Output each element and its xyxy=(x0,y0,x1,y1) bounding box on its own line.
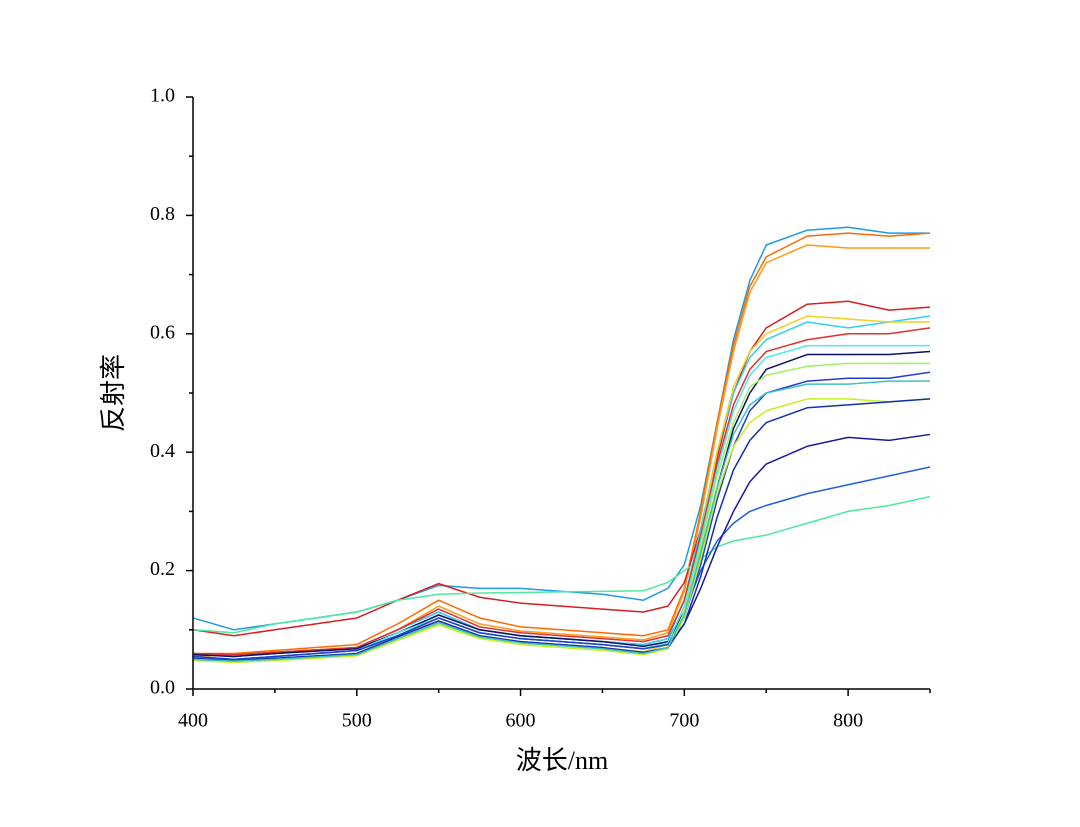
x-tick-label: 500 xyxy=(342,710,372,732)
x-tick-label: 600 xyxy=(506,710,536,732)
series-line xyxy=(192,495,931,634)
series-line xyxy=(192,327,931,656)
y-tick-label: 0.6 xyxy=(150,321,175,343)
y-tick-label: 0.4 xyxy=(150,440,175,462)
series-line xyxy=(192,300,931,637)
x-tick-label: 700 xyxy=(669,710,699,732)
series-line xyxy=(192,380,930,662)
y-tick-label: 0.8 xyxy=(150,203,175,225)
y-axis-title: 反射率 xyxy=(99,354,128,432)
series-line xyxy=(192,244,930,658)
series-line xyxy=(192,350,931,658)
series-line xyxy=(192,371,931,661)
x-axis-title: 波长/nm xyxy=(516,746,608,775)
y-tick-label: 1.0 xyxy=(150,85,175,107)
series-line xyxy=(193,232,931,655)
series-line xyxy=(192,315,930,662)
series-line xyxy=(192,466,931,658)
y-tick-label: 0.2 xyxy=(150,558,175,580)
x-tick-label: 800 xyxy=(833,710,863,732)
series-line xyxy=(192,226,930,631)
series-line xyxy=(192,398,931,664)
y-tick-label: 0.0 xyxy=(150,677,175,699)
series-line xyxy=(192,398,931,662)
series-line xyxy=(192,344,930,661)
series-line xyxy=(192,362,930,663)
x-tick-label: 400 xyxy=(178,710,208,732)
